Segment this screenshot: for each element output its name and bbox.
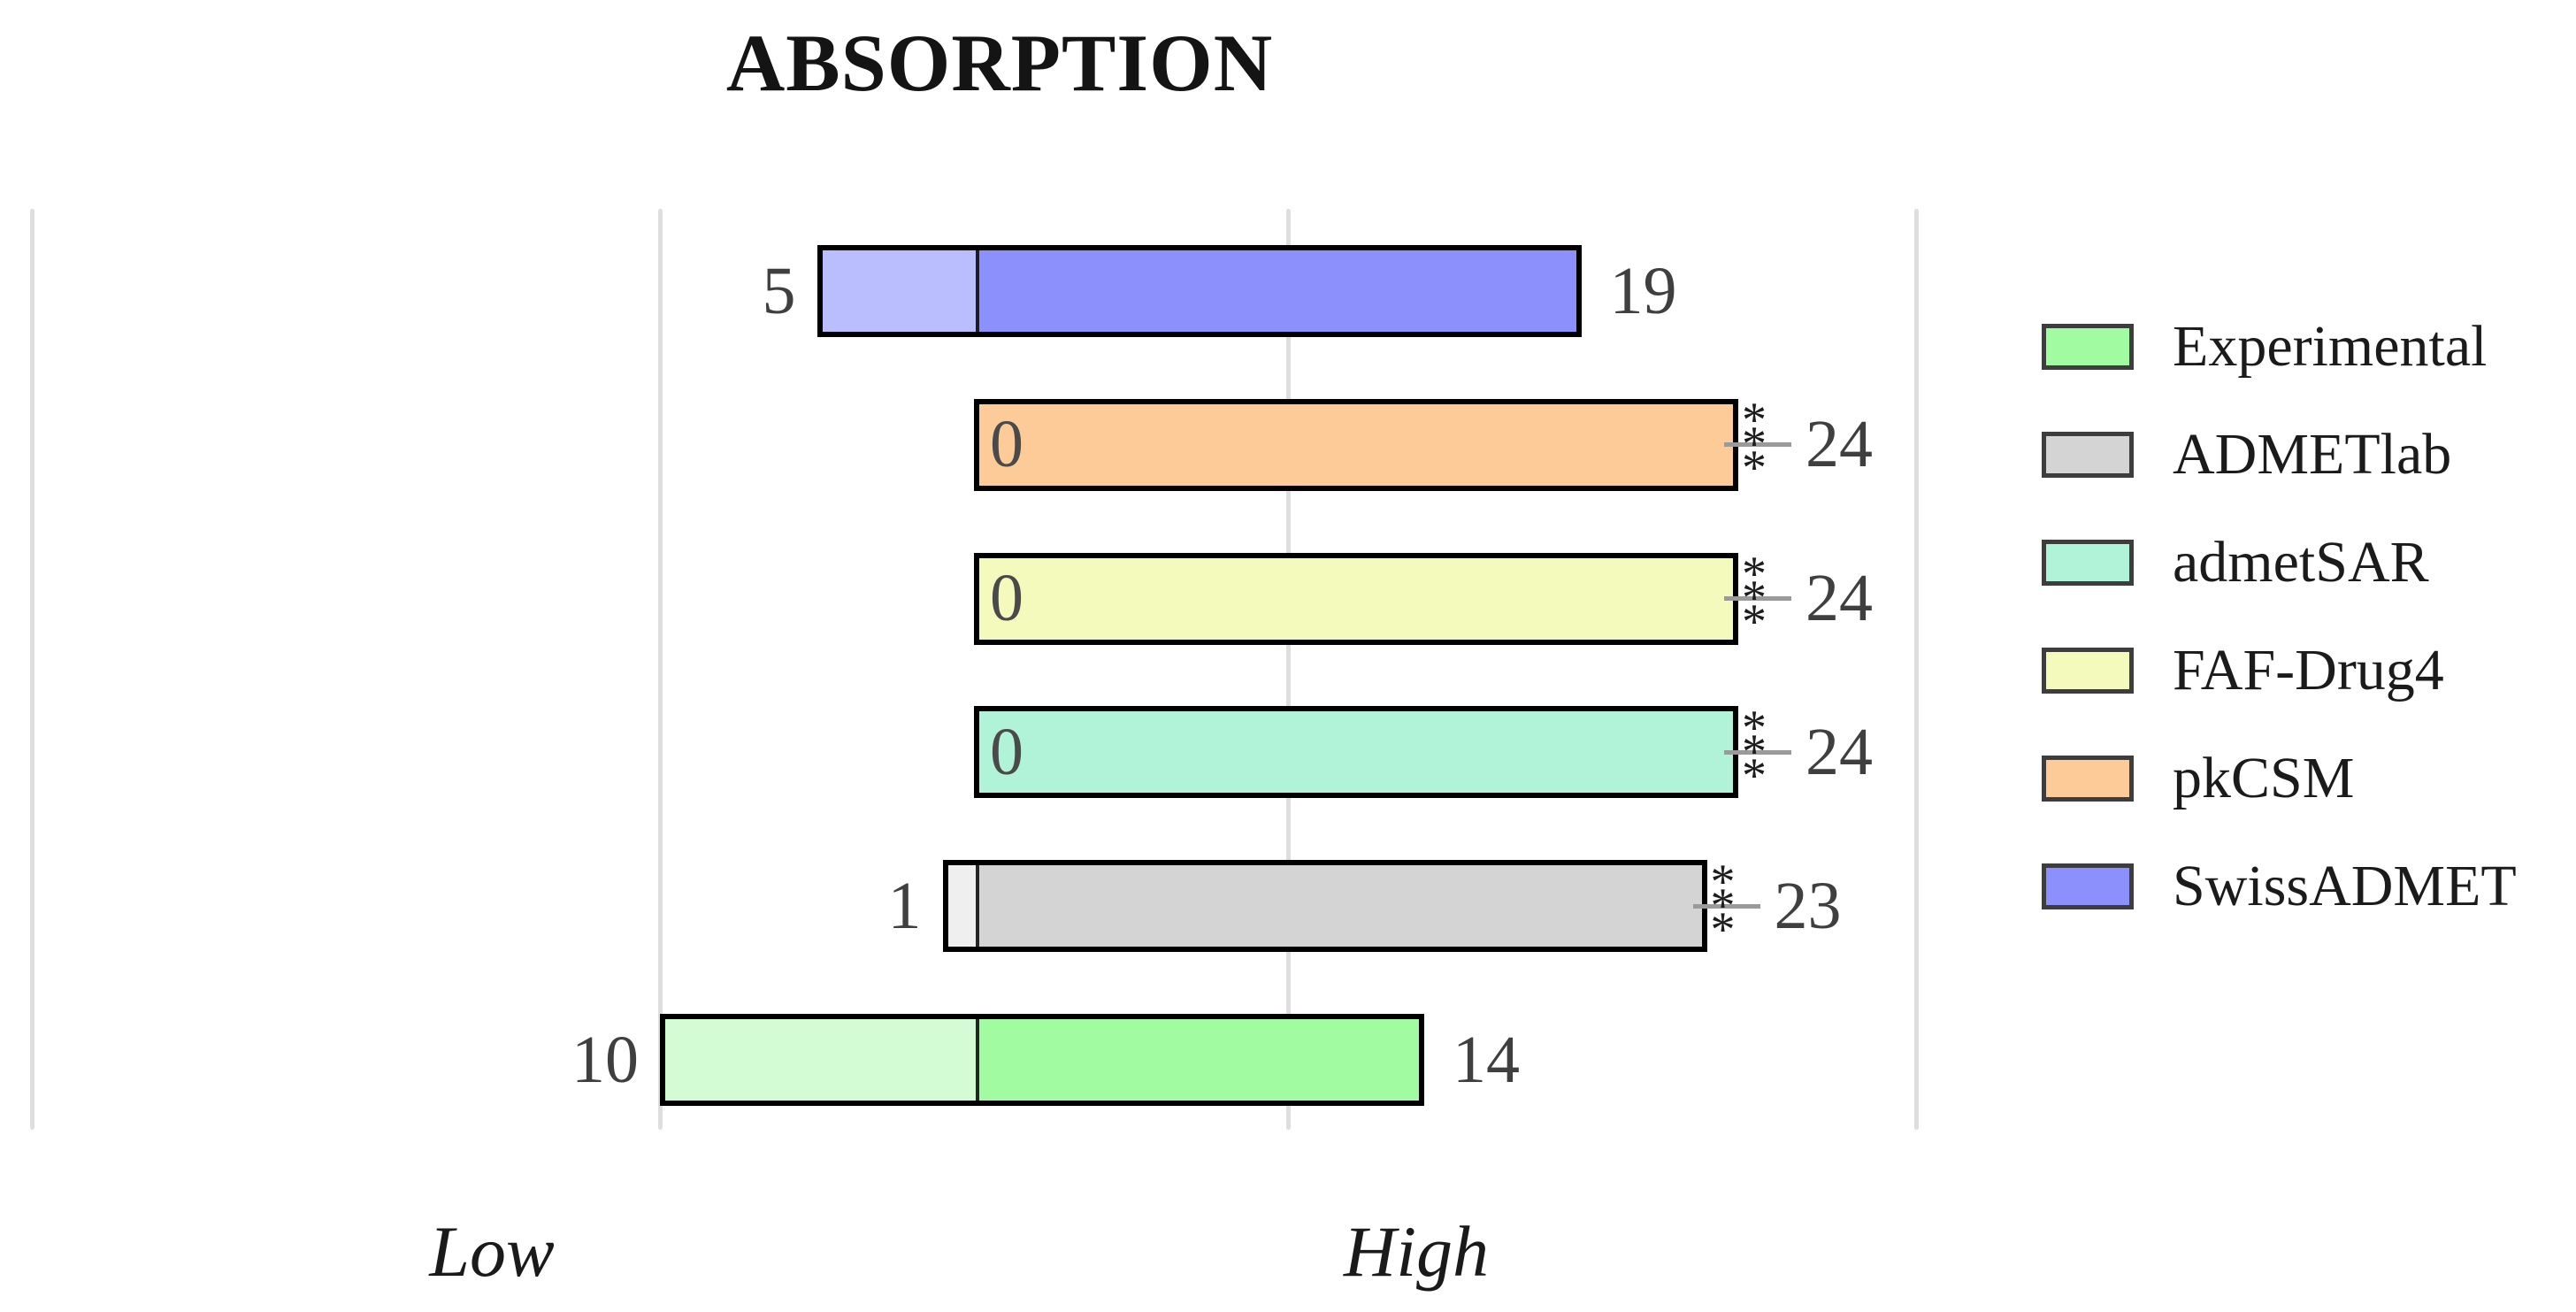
bar-swissadmet	[816, 245, 1582, 337]
low-value-label: 0	[990, 561, 1024, 636]
asterisk: *	[1710, 902, 1736, 957]
high-segment	[979, 865, 1702, 948]
gridline	[1285, 209, 1291, 1130]
gridline	[1913, 209, 1919, 1130]
high-value-label: 14	[1453, 1022, 1520, 1097]
significance-stars: * * *	[1726, 549, 1782, 650]
low-value-label: 1	[887, 868, 922, 943]
asterisk: *	[1742, 441, 1767, 496]
axis-label-low: Low	[429, 1211, 555, 1292]
low-segment	[947, 865, 979, 948]
asterisk: *	[1742, 748, 1767, 803]
legend-label: pkCSM	[2173, 746, 2355, 810]
significance-stars: * * *	[1695, 857, 1752, 957]
high-segment	[979, 1019, 1419, 1101]
error-whisker	[1724, 442, 1791, 448]
high-segment	[979, 250, 1576, 332]
bar-faf-drug4	[974, 552, 1738, 645]
error-whisker	[1692, 903, 1760, 909]
high-value-label: 24	[1806, 407, 1873, 482]
asterisk: *	[1742, 595, 1767, 650]
low-value-label: 5	[762, 253, 796, 328]
high-segment	[979, 557, 1733, 640]
legend-swatch	[2042, 324, 2134, 370]
legend-swatch	[2042, 863, 2134, 909]
low-value-label: 0	[990, 714, 1024, 789]
error-whisker	[1724, 749, 1791, 755]
axis-label-high: High	[1344, 1211, 1489, 1292]
high-value-label: 19	[1609, 253, 1677, 328]
legend-swatch	[2042, 648, 2134, 694]
error-whisker	[1724, 596, 1791, 602]
legend-label: admetSAR	[2173, 530, 2429, 595]
significance-stars: * * *	[1726, 703, 1782, 803]
low-segment	[822, 250, 979, 332]
legend-label: FAF-Drug4	[2173, 638, 2444, 702]
bar-pkcsm	[974, 398, 1738, 491]
high-segment	[979, 711, 1733, 794]
significance-stars: * * *	[1726, 395, 1782, 496]
high-value-label: 24	[1806, 714, 1873, 789]
low-value-label: 0	[990, 407, 1024, 482]
high-value-label: 24	[1806, 561, 1873, 636]
gridline	[29, 209, 34, 1130]
legend-label: Experimental	[2173, 314, 2488, 379]
legend-swatch	[2042, 540, 2134, 586]
bar-admetsar	[974, 706, 1738, 799]
low-value-label: 10	[571, 1022, 639, 1097]
legend-label: SwissADMET	[2173, 854, 2517, 918]
high-value-label: 23	[1774, 868, 1842, 943]
gridline	[657, 209, 663, 1130]
high-segment	[979, 403, 1733, 486]
legend-swatch	[2042, 756, 2134, 802]
bar-admetlab	[942, 860, 1707, 953]
bar-experimental	[660, 1014, 1424, 1106]
chart-title: ABSORPTION	[725, 18, 1274, 108]
low-segment	[665, 1019, 979, 1101]
legend-swatch	[2042, 432, 2134, 478]
legend-label: ADMETlab	[2173, 422, 2452, 487]
